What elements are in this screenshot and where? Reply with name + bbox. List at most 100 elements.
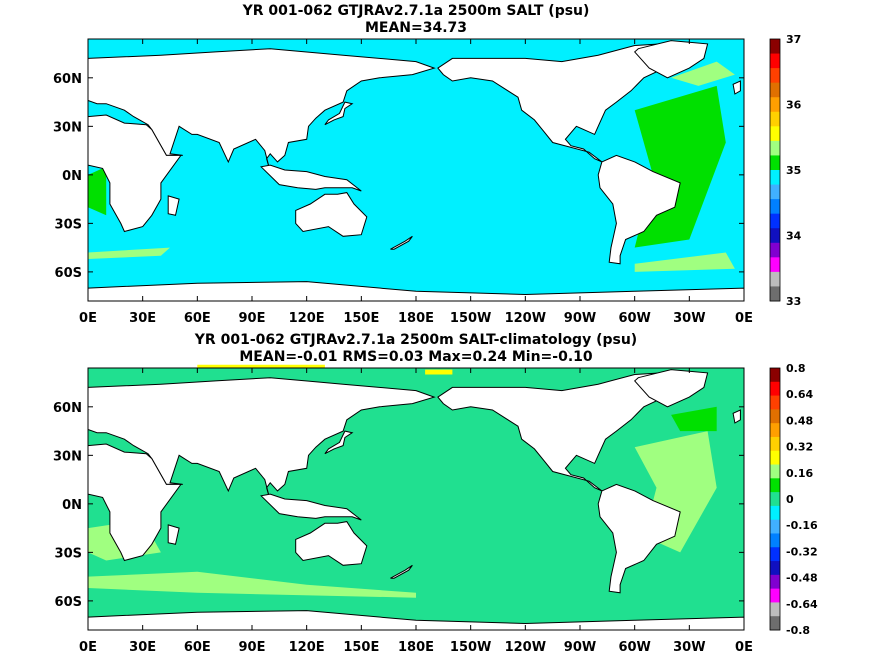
land-mass <box>597 154 681 265</box>
lat-tick-label: 30S <box>55 546 82 561</box>
lon-tick-label: 150E <box>343 640 379 655</box>
lon-tick-label: 90E <box>239 311 266 326</box>
colorbar-tick-label: 0.16 <box>786 467 813 480</box>
anomaly-patch <box>425 369 453 375</box>
lon-tick-label: 0E <box>735 311 753 326</box>
colorbar-swatch <box>770 395 780 410</box>
colorbar-swatch <box>770 184 780 200</box>
land-mass <box>88 368 744 369</box>
land-mass <box>732 80 741 95</box>
colorbar-swatch <box>770 242 780 258</box>
lon-tick-label: 90W <box>564 311 596 326</box>
lon-tick-label: 0E <box>79 311 97 326</box>
colorbar-swatch <box>770 199 780 215</box>
anomaly-patch <box>88 166 107 216</box>
lon-tick-label: 0E <box>79 640 97 655</box>
lon-tick-label: 150W <box>450 311 491 326</box>
lon-tick-label: 90E <box>239 640 266 655</box>
lon-tick-label: 90W <box>564 640 596 655</box>
colorbar-swatch <box>770 97 780 113</box>
colorbar-swatch <box>770 588 780 603</box>
colorbar-tick-label: -0.8 <box>786 624 810 637</box>
colorbar-swatch <box>770 519 780 534</box>
colorbar-swatch <box>770 126 780 142</box>
colorbar-tick-label: 35 <box>786 164 801 177</box>
colorbar-swatch <box>770 561 780 576</box>
lon-tick-label: 60E <box>184 311 211 326</box>
lat-tick-label: 60N <box>53 72 82 87</box>
land-mass <box>295 192 368 237</box>
lon-tick-label: 30E <box>129 311 156 326</box>
lon-tick-label: 120E <box>289 640 325 655</box>
colorbar-swatch <box>770 286 780 302</box>
land-mass <box>597 483 681 594</box>
colorbar-swatch <box>770 170 780 186</box>
lon-tick-label: 30E <box>129 640 156 655</box>
land-mass <box>88 39 744 40</box>
colorbar-tick-label: 34 <box>786 230 802 243</box>
lon-tick-label: 150E <box>343 311 379 326</box>
map2-subtitle: MEAN=-0.01 RMS=0.03 Max=0.24 Min=-0.10 <box>239 349 593 365</box>
land-mass <box>437 41 700 163</box>
colorbar-swatch <box>770 381 780 397</box>
land-mass <box>167 195 180 216</box>
colorbar-tick-label: 0.48 <box>786 414 813 427</box>
anomaly-patch <box>671 61 735 86</box>
colorbar-swatch <box>770 436 780 452</box>
colorbar-swatch <box>770 228 780 244</box>
colorbar-swatch <box>770 547 780 562</box>
land-mass <box>390 564 413 579</box>
lat-tick-label: 30N <box>53 120 82 135</box>
land-mass <box>390 235 413 250</box>
colorbar-swatch <box>770 53 780 69</box>
colorbar-tick-label: 37 <box>786 33 801 46</box>
colorbar-swatch <box>770 409 780 424</box>
land-mass <box>88 114 182 233</box>
colorbar-tick-label: -0.32 <box>786 545 818 558</box>
colorbar-swatch <box>770 213 780 229</box>
colorbar-swatch <box>770 39 780 55</box>
lon-tick-label: 180E <box>398 311 434 326</box>
colorbar-swatch <box>770 492 780 507</box>
lat-tick-label: 30N <box>53 449 82 464</box>
anomaly-patch <box>197 364 325 368</box>
lon-tick-label: 120W <box>505 640 546 655</box>
lat-tick-label: 60N <box>53 401 82 416</box>
land-mass <box>633 369 709 408</box>
colorbar-swatch <box>770 111 780 127</box>
colorbar-swatch <box>770 368 780 383</box>
lon-tick-label: 120W <box>505 311 546 326</box>
land-mass <box>167 524 180 545</box>
lat-tick-label: 30S <box>55 217 82 232</box>
colorbar-swatch <box>770 257 780 273</box>
colorbar-swatch <box>770 464 780 479</box>
colorbar-swatch <box>770 82 780 98</box>
colorbar-tick-label: 33 <box>786 295 801 308</box>
anomaly-patch <box>88 247 170 259</box>
colorbar-swatch <box>770 533 780 548</box>
anomaly-patch <box>88 571 416 598</box>
colorbar-swatch <box>770 602 780 617</box>
map2-title: YR 001-062 GTJRAv2.7.1a 2500m SALT-clima… <box>194 332 638 348</box>
land-mass <box>324 430 354 455</box>
lon-tick-label: 30W <box>673 311 705 326</box>
colorbar-tick-label: -0.64 <box>786 598 818 611</box>
colorbar-swatch <box>770 450 780 466</box>
lat-tick-label: 60S <box>55 266 82 281</box>
colorbar-swatch <box>770 140 780 156</box>
colorbar-swatch <box>770 505 780 521</box>
land-mass <box>260 164 362 192</box>
lon-tick-label: 60W <box>618 311 650 326</box>
map-panel-2: 60N 30N 0N 30S 60S 0E 30E 60E 90E 120E 150E 180E 150… <box>53 364 753 655</box>
lat-tick-label: 60S <box>55 595 82 610</box>
colorbar-tick-label: 0.64 <box>786 388 813 401</box>
anomaly-patch <box>634 252 735 272</box>
land-mass <box>732 409 741 424</box>
lon-tick-label: 180E <box>398 640 434 655</box>
land-mass <box>437 370 700 492</box>
lon-tick-label: 150W <box>450 640 491 655</box>
land-mass <box>295 521 368 566</box>
lon-tick-label: 60E <box>184 640 211 655</box>
colorbar-tick-label: -0.16 <box>786 519 818 532</box>
